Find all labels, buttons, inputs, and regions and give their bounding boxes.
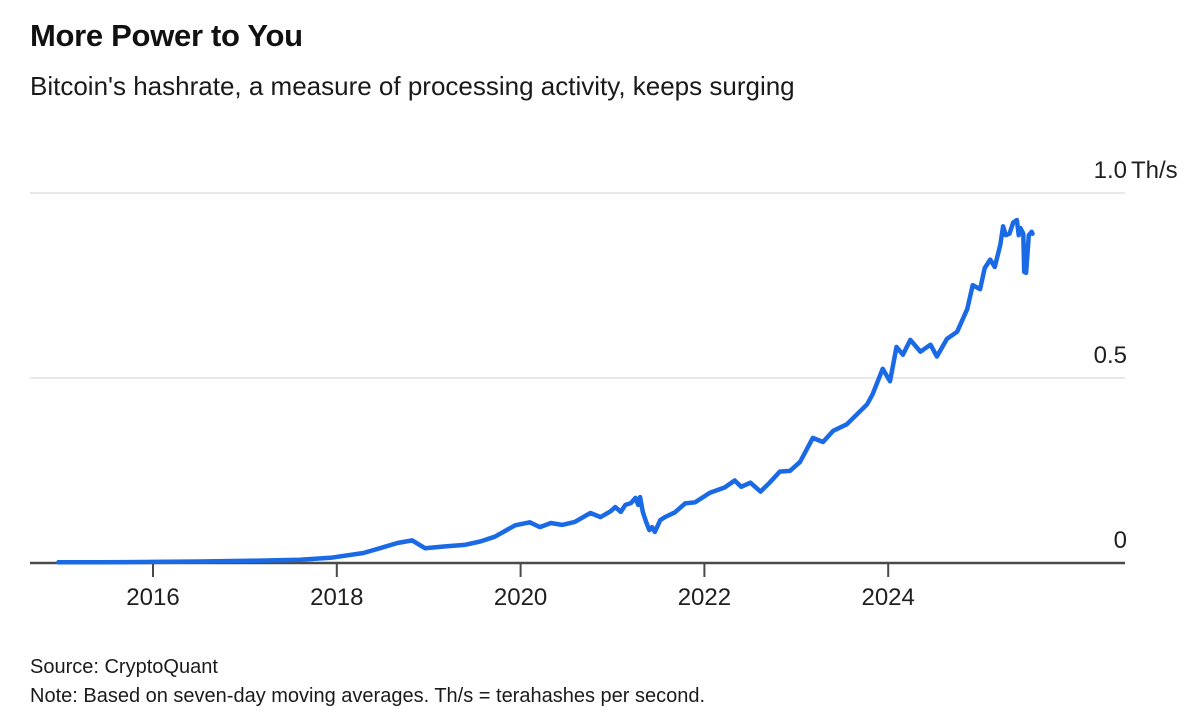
hashrate-series-line — [56, 217, 1035, 565]
chart-title: More Power to You — [30, 18, 303, 53]
note-line: Note: Based on seven-day moving averages… — [30, 685, 706, 707]
source-line: Source: CryptoQuant — [30, 656, 218, 678]
chart-subtitle: Bitcoin's hashrate, a measure of process… — [30, 71, 795, 101]
